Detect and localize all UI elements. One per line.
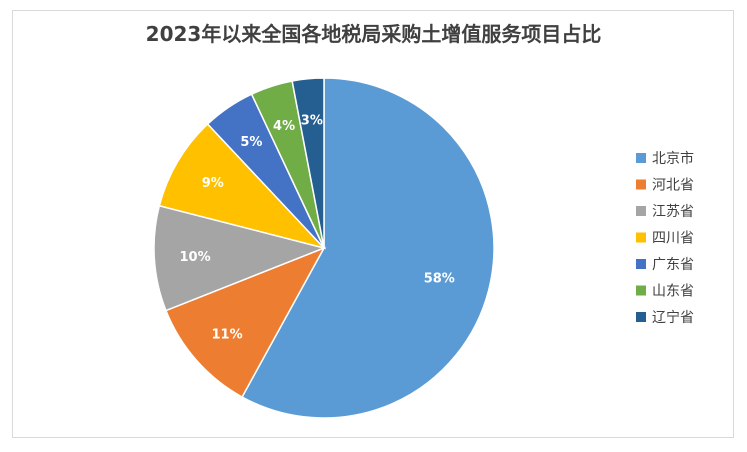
pie-slice-2 <box>164 246 326 398</box>
slice-label-4: 9% <box>202 176 224 191</box>
legend-swatch-3 <box>636 206 646 216</box>
legend-swatch-6 <box>636 285 646 296</box>
legend-label-3: 江苏省 <box>652 204 694 220</box>
legend-swatch-2 <box>636 179 646 190</box>
legend-label-2: 河北省 <box>652 178 694 194</box>
legend-swatch-1 <box>636 153 646 163</box>
chart-title: 2023年以来全国各地税局采购土增值服务项目占比 <box>145 22 602 46</box>
slice-label-7: 3% <box>301 113 323 128</box>
slice-label-6: 4% <box>273 119 295 134</box>
slice-label-5: 5% <box>240 135 262 150</box>
pie-slice-3 <box>153 204 327 312</box>
pie-slice-1 <box>241 77 495 419</box>
pie-slice-4 <box>158 123 327 250</box>
legend-label-7: 辽宁省 <box>652 309 694 326</box>
slice-label-1: 58% <box>424 272 455 287</box>
pie-slice-7 <box>291 77 325 249</box>
legend-label-5: 广东省 <box>652 257 694 273</box>
legend-swatch-5 <box>636 259 646 269</box>
slice-label-3: 10% <box>179 250 210 265</box>
legend-swatch-4 <box>636 232 646 243</box>
legend-label-6: 山东省 <box>652 284 694 300</box>
legend-label-4: 四川省 <box>652 231 694 247</box>
legend-swatch-7 <box>636 312 646 322</box>
slice-label-2: 11% <box>212 327 243 342</box>
legend-label-1: 北京市 <box>652 150 694 167</box>
